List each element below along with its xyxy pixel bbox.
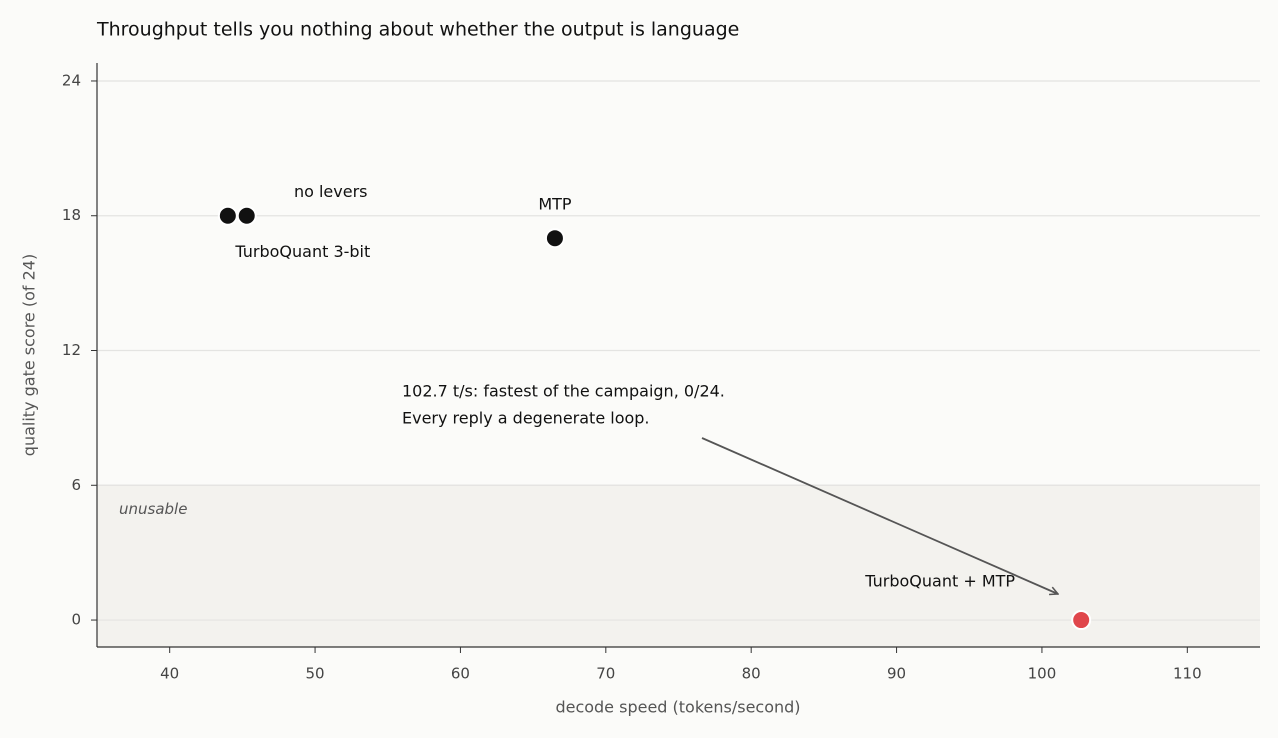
x-tick-label: 40 bbox=[160, 665, 179, 683]
annotation: Every reply a degenerate loop. bbox=[402, 409, 650, 428]
point bbox=[217, 205, 238, 226]
y-tick-label: 24 bbox=[62, 71, 81, 89]
point-label: no levers bbox=[294, 182, 368, 201]
y-tick-label: 0 bbox=[71, 611, 81, 629]
point bbox=[1071, 610, 1092, 631]
x-tick-label: 50 bbox=[306, 665, 325, 683]
point-label: TurboQuant + MTP bbox=[864, 572, 1015, 591]
plot-background bbox=[97, 80, 1260, 647]
x-tick-label: 80 bbox=[742, 665, 761, 683]
y-tick-label: 6 bbox=[71, 476, 81, 494]
x-tick-label: 90 bbox=[887, 665, 906, 683]
region-label: unusable bbox=[119, 500, 187, 518]
y-tick-label: 12 bbox=[62, 341, 81, 359]
point-label: MTP bbox=[538, 195, 572, 214]
x-tick-label: 100 bbox=[1028, 665, 1057, 683]
point bbox=[544, 228, 565, 249]
x-tick-label: 110 bbox=[1173, 665, 1202, 683]
x-axis-label: decode speed (tokens/second) bbox=[555, 698, 800, 717]
x-tick-label: 60 bbox=[451, 665, 470, 683]
y-tick-label: 18 bbox=[62, 206, 81, 224]
annotation-arrow bbox=[701, 437, 1058, 594]
chart-title: Throughput tells you nothing about wheth… bbox=[96, 19, 739, 41]
x-tick-label: 70 bbox=[596, 665, 615, 683]
point-label: TurboQuant 3-bit bbox=[234, 242, 370, 261]
annotation: 102.7 t/s: fastest of the campaign, 0/24… bbox=[402, 382, 725, 401]
point bbox=[236, 205, 257, 226]
y-axis-label: quality gate score (of 24) bbox=[20, 254, 39, 456]
